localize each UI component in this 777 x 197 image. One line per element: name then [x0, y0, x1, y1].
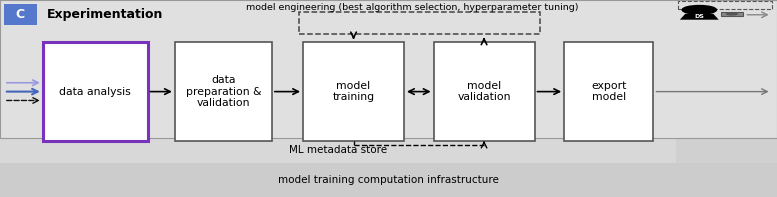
Text: ML metadata store: ML metadata store	[289, 145, 387, 155]
Text: data
preparation &
validation: data preparation & validation	[186, 75, 261, 108]
Text: model engineering (best algorithm selection, hyperparameter tuning): model engineering (best algorithm select…	[246, 3, 578, 12]
Text: model
validation: model validation	[458, 81, 510, 102]
Bar	[175, 42, 272, 141]
Bar	[299, 12, 540, 34]
Bar	[43, 42, 148, 141]
Circle shape	[682, 6, 716, 14]
Polygon shape	[680, 14, 719, 20]
Text: export
model: export model	[591, 81, 626, 102]
Bar	[0, 0, 777, 138]
Text: model
training: model training	[333, 81, 375, 102]
Text: model training computation infrastructure: model training computation infrastructur…	[278, 175, 499, 185]
Bar	[303, 42, 404, 141]
Bar	[4, 4, 37, 25]
Bar	[564, 42, 653, 141]
Bar	[721, 12, 743, 16]
Bar	[434, 42, 535, 141]
Bar	[0, 138, 676, 163]
Text: data analysis: data analysis	[59, 87, 131, 97]
Text: Experimentation: Experimentation	[47, 8, 163, 21]
Bar	[0, 163, 777, 197]
Text: C: C	[16, 8, 25, 21]
Circle shape	[726, 12, 738, 16]
Text: DS: DS	[695, 14, 704, 19]
Bar	[678, 1, 772, 9]
